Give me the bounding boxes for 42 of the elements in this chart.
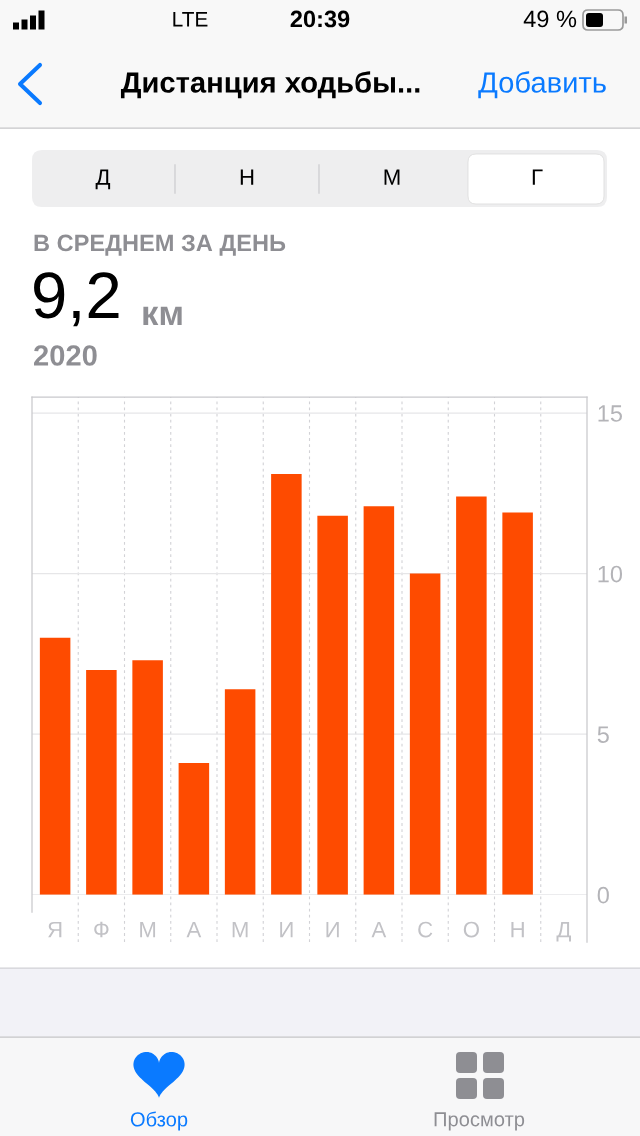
x-tick-label: О: [463, 921, 479, 938]
text: 20:39: [290, 10, 350, 28]
bar: [271, 474, 302, 895]
x-tick-label: А: [186, 921, 202, 938]
x-tick-label: И: [326, 921, 339, 938]
x-tick-label: Ф: [94, 921, 109, 938]
text: 9,2: [34, 272, 119, 327]
text: 2020: [34, 345, 97, 366]
x-tick-label: Д: [556, 921, 571, 942]
bar: [224, 689, 256, 895]
bar: [86, 669, 117, 895]
text: Д: [95, 169, 111, 190]
bar: [409, 573, 441, 895]
x-tick-label: С: [418, 921, 433, 938]
x-tick-label: М: [140, 921, 156, 938]
text: км: [143, 306, 182, 325]
text: Обзор: [130, 1111, 188, 1131]
y-tick-label: 5: [597, 726, 609, 743]
text: Н: [240, 169, 254, 185]
bar: [317, 515, 348, 895]
text: 49 %: [523, 10, 577, 28]
chart-subtitle: В СРЕДНЕМ ЗА ДЕНЬ: [34, 234, 286, 256]
bar: [178, 763, 210, 895]
text: Просмотр: [434, 1112, 525, 1131]
y-tick-label: 0: [597, 886, 609, 904]
bar: [502, 512, 533, 895]
x-tick-label: Я: [48, 921, 62, 938]
y-tick-label: 10: [598, 565, 623, 583]
bar: [456, 496, 487, 895]
text: Добавить: [478, 71, 606, 99]
text: LTE: [173, 12, 208, 27]
text: М: [384, 169, 400, 185]
bar: [39, 637, 71, 895]
text: Г: [532, 169, 543, 185]
bar: [363, 506, 395, 895]
y-tick-label: 15: [598, 405, 622, 422]
chart-title: Дистанция ходьбы...: [120, 71, 420, 99]
x-tick-label: И: [280, 921, 293, 938]
x-tick-label: А: [371, 921, 387, 938]
bar: [132, 660, 163, 895]
x-tick-label: М: [232, 921, 248, 938]
x-tick-label: Н: [511, 921, 524, 938]
